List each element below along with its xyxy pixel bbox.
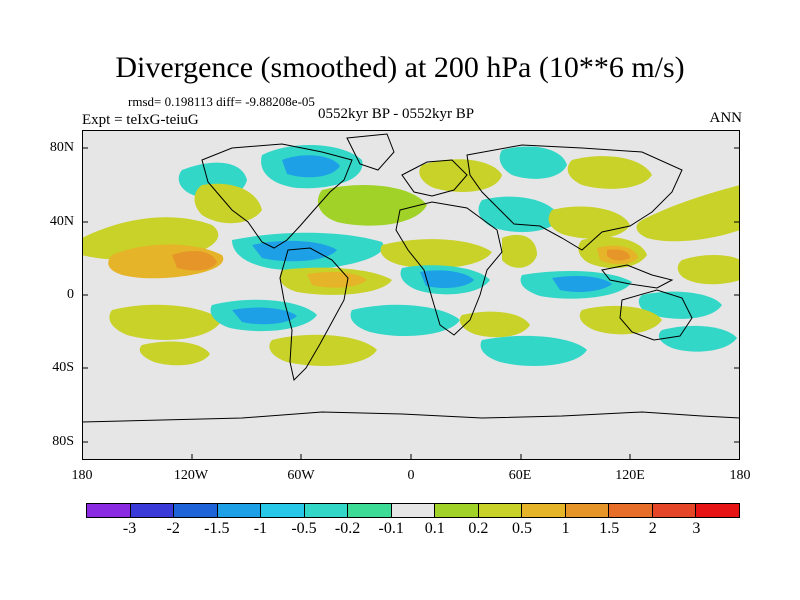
divergence-map xyxy=(82,130,740,460)
colorbar-swatch xyxy=(217,504,262,517)
colorbar-swatch xyxy=(391,504,436,517)
maritime-continent-outline xyxy=(601,264,674,289)
period-label: 0552kyr BP - 0552kyr BP xyxy=(318,106,475,122)
lon-label-120e: 120E xyxy=(615,468,645,483)
north-america-outline xyxy=(201,143,353,249)
lon-label-60w: 60W xyxy=(287,468,315,483)
colorbar-label: 0.1 xyxy=(424,520,445,537)
field-patch xyxy=(307,272,367,288)
colorbar-label: -0.1 xyxy=(378,520,404,537)
field-patch xyxy=(499,146,567,179)
colorbar-label: 0.2 xyxy=(468,520,489,537)
lon-label-60e: 60E xyxy=(508,468,532,483)
colorbar-swatch xyxy=(696,504,739,517)
australia-outline xyxy=(619,289,693,341)
lat-label-40s: 40S xyxy=(52,360,74,375)
colorbar-label: 3 xyxy=(692,520,701,537)
coastlines xyxy=(82,133,740,423)
colorbar xyxy=(86,503,740,518)
asia-outline xyxy=(466,144,683,251)
season-label: ANN xyxy=(709,110,743,126)
lon-label-180w: 180 xyxy=(71,468,93,483)
lon-label-120w: 120W xyxy=(173,468,209,483)
lon-label-180e: 180 xyxy=(729,468,751,483)
colorbar-swatch xyxy=(522,504,566,517)
field-patch xyxy=(459,311,530,338)
field-patch xyxy=(139,341,210,366)
antarctica-outline xyxy=(82,411,740,423)
field-patch xyxy=(350,304,460,336)
europe-outline xyxy=(401,159,468,197)
lat-label-40n: 40N xyxy=(49,214,74,229)
colorbar-label: 0.5 xyxy=(512,520,532,537)
colorbar-swatch xyxy=(435,504,479,517)
colorbar-swatch xyxy=(652,504,697,517)
field-patch xyxy=(317,185,427,226)
colorbar-swatch xyxy=(609,504,653,517)
lat-label-80s: 80S xyxy=(52,434,74,449)
field-patch xyxy=(420,270,474,288)
colorbar-label: -1.5 xyxy=(204,520,230,537)
divergence-field xyxy=(82,144,740,366)
field-patch xyxy=(109,304,222,340)
colorbar-label: -0.5 xyxy=(291,520,317,537)
field-patch xyxy=(282,155,340,178)
map-border xyxy=(82,130,740,460)
field-patch xyxy=(579,305,662,335)
field-patch xyxy=(419,159,502,192)
greenland-outline xyxy=(346,133,395,171)
field-patch xyxy=(232,307,297,325)
field-patch xyxy=(636,185,740,242)
field-patch xyxy=(607,249,630,261)
colorbar-label: -1 xyxy=(253,520,268,537)
colorbar-swatch xyxy=(261,504,305,517)
colorbar-swatch xyxy=(565,504,610,517)
field-patch xyxy=(478,196,560,233)
field-patch xyxy=(380,239,492,269)
south-america-outline xyxy=(279,247,349,381)
colorbar-label: 2 xyxy=(648,520,657,537)
africa-outline xyxy=(395,201,503,336)
field-patch xyxy=(480,335,587,366)
field-patch xyxy=(677,255,740,285)
colorbar-swatch xyxy=(348,504,392,517)
field-patch xyxy=(172,250,217,271)
field-patch xyxy=(658,325,737,352)
field-patch xyxy=(638,291,722,319)
colorbar-label: -3 xyxy=(122,520,137,537)
field-patch xyxy=(552,276,612,292)
colorbar-swatch xyxy=(130,504,175,517)
colorbar-label: 1.5 xyxy=(599,520,620,537)
lat-label-80n: 80N xyxy=(49,140,74,155)
experiment-label: Expt = teIxG-teiuG xyxy=(82,112,199,128)
field-patch xyxy=(269,334,377,366)
lat-label-0: 0 xyxy=(67,287,74,302)
plot-title: Divergence (smoothed) at 200 hPa (10**6 … xyxy=(115,51,685,84)
colorbar-label: 1 xyxy=(561,520,570,537)
colorbar-label: -2 xyxy=(166,520,180,537)
lon-label-0: 0 xyxy=(407,468,415,483)
colorbar-label: -0.2 xyxy=(334,520,361,537)
stats-text: rmsd= 0.198113 diff= -9.88208e-05 xyxy=(128,94,315,109)
field-patch xyxy=(567,156,652,189)
colorbar-swatch xyxy=(478,504,523,517)
colorbar-swatch xyxy=(174,504,218,517)
field-patch xyxy=(252,240,337,262)
colorbar-swatch xyxy=(87,504,131,517)
colorbar-swatch xyxy=(304,504,349,517)
field-patch xyxy=(194,183,262,224)
field-patch xyxy=(502,234,537,268)
